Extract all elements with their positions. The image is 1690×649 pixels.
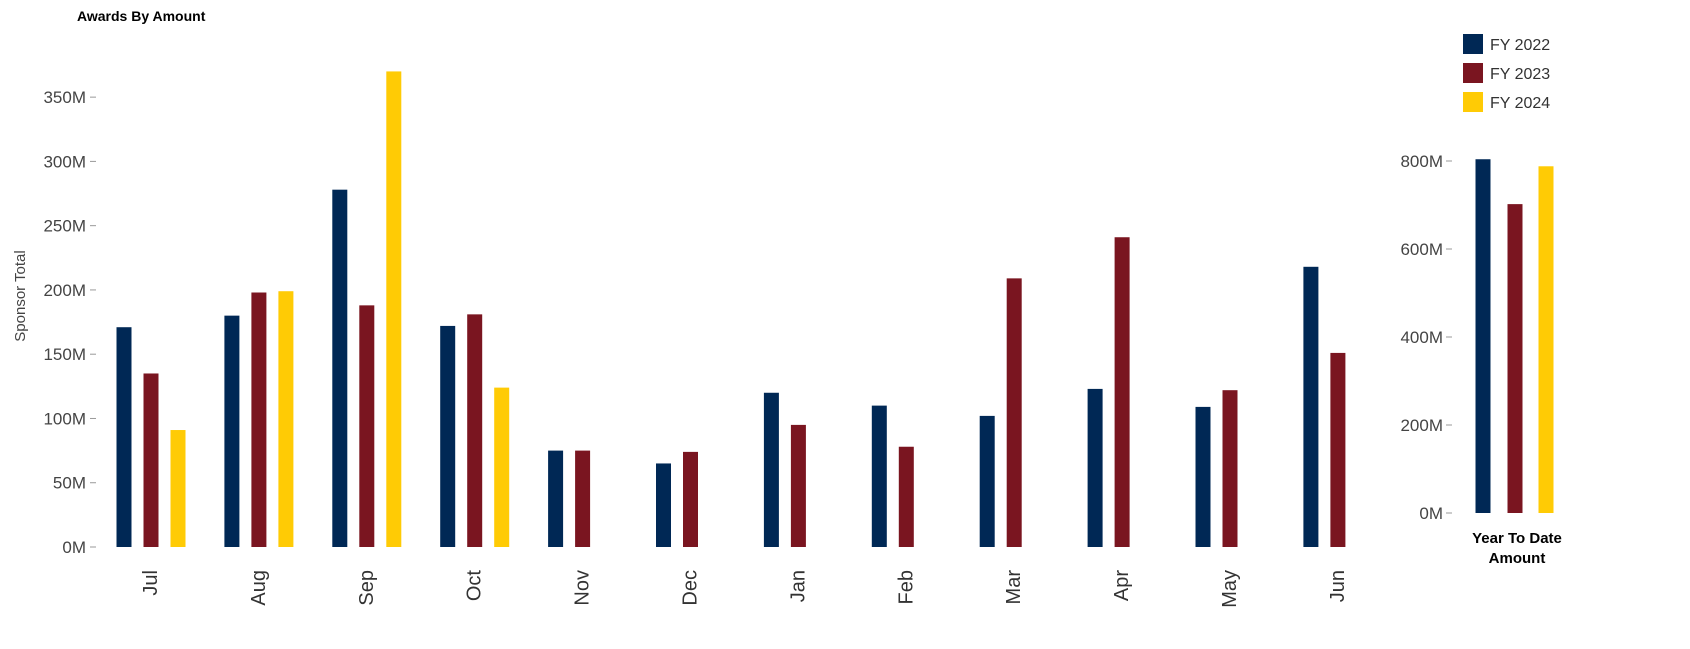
ytd-tick-label: 600M [1400, 240, 1443, 259]
bar-jun-fy-2022[interactable] [1303, 266, 1319, 547]
legend-label: FY 2022 [1490, 37, 1550, 54]
y-tick-label: 50M [53, 474, 86, 493]
ytd-bars [1475, 159, 1554, 514]
legend-swatch [1463, 34, 1483, 54]
ytd-y-axis: 0M 200M 400M 600M 800M [1400, 152, 1452, 523]
month-label: Feb [895, 570, 917, 604]
bar-nov-fy-2022[interactable] [548, 450, 564, 547]
month-label: Mar [1003, 570, 1025, 605]
monthly-bars [116, 71, 1346, 547]
ytd-tick-label: 400M [1400, 328, 1443, 347]
month-label: May [1219, 570, 1241, 608]
month-label: Jul [140, 570, 162, 596]
ytd-bar-fy-2024[interactable] [1538, 166, 1554, 513]
month-label: Oct [464, 570, 486, 602]
legend-swatch [1463, 92, 1483, 112]
legend-item-fy-2022[interactable]: FY 2022 [1463, 34, 1550, 54]
month-label: Aug [248, 570, 270, 606]
y-tick-label: 350M [43, 88, 86, 107]
bar-jun-fy-2023[interactable] [1330, 352, 1346, 547]
y-axis-label: Sponsor Total [12, 250, 29, 341]
bar-mar-fy-2022[interactable] [979, 415, 995, 547]
y-tick-label: 150M [43, 345, 86, 364]
bar-jul-fy-2023[interactable] [143, 373, 159, 547]
legend-label: FY 2023 [1490, 66, 1550, 83]
ytd-tick-label: 200M [1400, 416, 1443, 435]
month-labels: Jul Aug Sep Oct Nov Dec Jan Feb Mar Apr May Jun [140, 570, 1349, 608]
chart-title: Awards By Amount [77, 8, 206, 24]
bar-apr-fy-2022[interactable] [1087, 388, 1103, 547]
month-label: Apr [1111, 570, 1133, 601]
bar-may-fy-2022[interactable] [1195, 406, 1211, 547]
bar-dec-fy-2023[interactable] [683, 451, 698, 547]
bar-may-fy-2023[interactable] [1222, 390, 1238, 547]
ytd-axis-label-line1: Year To Date [1472, 530, 1562, 547]
bar-oct-fy-2024[interactable] [494, 387, 510, 547]
legend-item-fy-2024[interactable]: FY 2024 [1463, 92, 1550, 112]
bar-feb-fy-2022[interactable] [871, 405, 887, 547]
bar-sep-fy-2022[interactable] [332, 189, 348, 547]
bar-apr-fy-2023[interactable] [1114, 237, 1130, 547]
bar-oct-fy-2023[interactable] [467, 314, 483, 547]
bar-feb-fy-2023[interactable] [898, 446, 914, 547]
month-label: Jun [1327, 570, 1349, 602]
legend: FY 2022 FY 2023 FY 2024 [1463, 34, 1550, 112]
legend-swatch [1463, 63, 1483, 83]
y-tick-label: 300M [43, 152, 86, 171]
legend-item-fy-2023[interactable]: FY 2023 [1463, 63, 1550, 83]
main-y-axis: 0M 50M 100M 150M 200M 250M 300M 350M [43, 88, 96, 557]
month-label: Dec [680, 570, 702, 606]
bar-aug-fy-2024[interactable] [278, 291, 294, 547]
y-tick-label: 200M [43, 281, 86, 300]
y-tick-label: 250M [43, 217, 86, 236]
y-tick-label: 100M [43, 409, 86, 428]
month-label: Sep [356, 570, 378, 606]
ytd-tick-label: 0M [1419, 504, 1443, 523]
legend-label: FY 2024 [1490, 95, 1550, 112]
month-label: Jan [787, 570, 809, 602]
bar-mar-fy-2023[interactable] [1006, 278, 1022, 547]
ytd-bar-fy-2022[interactable] [1475, 159, 1491, 514]
bar-jul-fy-2022[interactable] [116, 327, 132, 547]
bar-aug-fy-2023[interactable] [251, 292, 267, 547]
bar-jan-fy-2023[interactable] [790, 424, 806, 547]
bar-jul-fy-2024[interactable] [170, 430, 186, 547]
ytd-tick-label: 800M [1400, 152, 1443, 171]
bar-sep-fy-2024[interactable] [386, 71, 402, 547]
y-tick-label: 0M [62, 538, 86, 557]
bar-nov-fy-2023[interactable] [575, 450, 591, 547]
bar-oct-fy-2022[interactable] [440, 325, 456, 547]
bar-sep-fy-2023[interactable] [359, 305, 375, 547]
bar-aug-fy-2022[interactable] [224, 315, 240, 547]
bar-dec-fy-2022[interactable] [656, 463, 671, 547]
month-label: Nov [572, 570, 594, 606]
ytd-axis-label-line2: Amount [1489, 550, 1546, 567]
ytd-bar-fy-2023[interactable] [1507, 204, 1523, 513]
bar-jan-fy-2022[interactable] [763, 392, 779, 547]
